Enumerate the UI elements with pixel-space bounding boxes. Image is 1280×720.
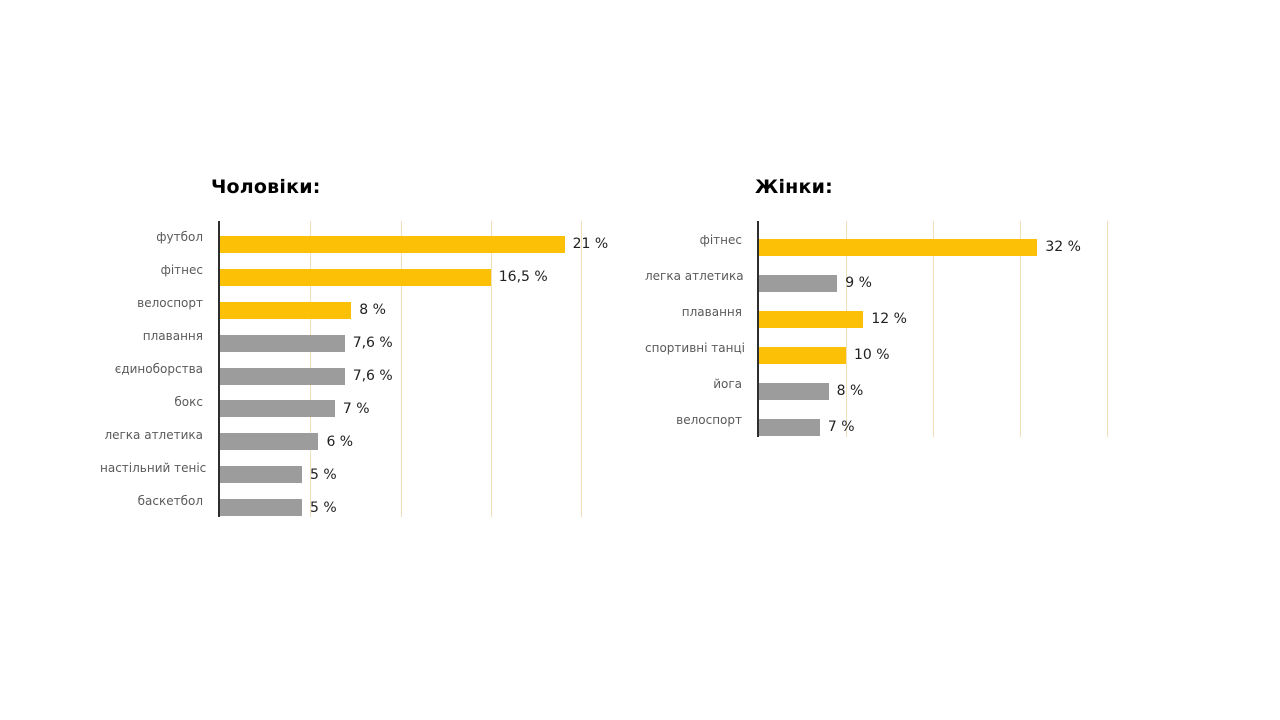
chart-row: велоспорт 7 % [645, 409, 1081, 445]
chart-row: спортивні танці 10 % [645, 337, 1081, 373]
value-label: 9 % [845, 275, 872, 291]
chart-row: велоспорт 8 % [100, 294, 608, 327]
chart-row: фітнес 32 % [645, 229, 1081, 265]
chart-men: Чоловіки: футбол 21 % фітнес 16,5 % велоспор… [100, 176, 608, 524]
bar [220, 400, 335, 418]
bar [220, 301, 352, 319]
bar-cell: 16,5 % [220, 261, 548, 294]
bar-cell: 7 % [759, 409, 855, 445]
chart-row: баскетбол 5 % [100, 491, 608, 524]
chart-row: йога 8 % [645, 373, 1081, 409]
bar-cell: 7,6 % [220, 327, 393, 360]
bar [759, 382, 829, 400]
bar [759, 418, 820, 436]
bar [220, 466, 303, 484]
value-label: 6 % [326, 433, 354, 450]
chart-row: плавання 12 % [645, 301, 1081, 337]
bar [220, 433, 319, 451]
value-label: 12 % [871, 311, 907, 327]
bar [220, 367, 345, 385]
chart-women-plot-area [757, 221, 1108, 437]
gridline [490, 221, 492, 517]
category-label: єдиноборства [114, 362, 203, 376]
bar [220, 268, 491, 286]
bar-cell: 8 % [220, 294, 386, 327]
chart-row: легка атлетика 9 % [645, 265, 1081, 301]
bar-cell: 6 % [220, 425, 353, 458]
bar-cell: 7,6 % [220, 360, 393, 393]
value-label: 21 % [572, 236, 609, 253]
value-label: 7 % [827, 419, 855, 435]
category-label: йога [713, 377, 742, 391]
category-label: плавання [142, 329, 203, 344]
bar [220, 235, 565, 253]
bar [220, 499, 303, 517]
chart-row: настільний теніс 5 % [100, 458, 608, 491]
chart-row: фітнес 16,5 % [100, 261, 608, 294]
value-label: 5 % [310, 466, 337, 483]
gridline [581, 221, 582, 517]
bar-cell: 32 % [759, 229, 1081, 265]
chart-men-title: Чоловіки: [211, 176, 321, 198]
chart-men-rows: футбол 21 % фітнес 16,5 % велоспорт 8 % плаван… [100, 221, 608, 524]
category-label: велоспорт [676, 413, 742, 427]
chart-women-body: фітнес 32 % легка атлетика 9 % плавання 12 % с… [645, 221, 1108, 445]
category-label: легка атлетика [104, 427, 203, 442]
category-label: фітнес [699, 233, 742, 247]
value-label: 16,5 % [498, 269, 548, 286]
chart-row: єдиноборства 7,6 % [100, 360, 608, 393]
category-label: велоспорт [137, 296, 203, 311]
chart-women-rows: фітнес 32 % легка атлетика 9 % плавання 12 % с… [645, 221, 1081, 445]
value-label: 7 % [342, 400, 370, 417]
chart-row: бокс 7 % [100, 392, 608, 425]
category-label: футбол [156, 230, 203, 245]
bar [220, 334, 345, 352]
bar-cell: 12 % [759, 301, 907, 337]
gridline [846, 221, 847, 437]
gridline [1107, 221, 1108, 437]
bar-cell: 7 % [220, 392, 370, 425]
bar-cell: 5 % [220, 458, 337, 491]
chart-women-title: Жінки: [755, 176, 833, 198]
bar-cell: 9 % [759, 265, 872, 301]
chart-row: легка атлетика 6 % [100, 425, 608, 458]
category-label: плавання [681, 305, 742, 319]
value-label: 7,6 % [352, 368, 393, 384]
category-label: баскетбол [137, 493, 203, 508]
bar-cell: 8 % [759, 373, 863, 409]
bar-cell: 21 % [220, 228, 608, 261]
value-label: 10 % [854, 347, 890, 363]
value-label: 32 % [1045, 239, 1081, 255]
category-label: фітнес [160, 263, 203, 278]
bar-cell: 5 % [220, 491, 337, 524]
value-label: 8 % [359, 302, 386, 319]
chart-women: Жінки: фітнес 32 % легка атлетика 9 % плаван… [645, 176, 1108, 445]
bar [759, 310, 864, 328]
value-label: 5 % [310, 499, 337, 516]
bar [759, 346, 846, 364]
category-label: настільний теніс [100, 460, 207, 475]
gridline [1020, 221, 1021, 437]
value-label: 7,6 % [352, 335, 393, 352]
gridline [933, 221, 934, 437]
chart-men-body: футбол 21 % фітнес 16,5 % велоспорт 8 % плаван… [100, 221, 608, 524]
gridline [400, 221, 402, 517]
category-label: спортивні танці [645, 341, 745, 355]
bar [759, 238, 1038, 256]
category-label: бокс [174, 394, 203, 409]
category-label: легка атлетика [645, 269, 744, 283]
chart-row: футбол 21 % [100, 228, 608, 261]
chart-row: плавання 7,6 % [100, 327, 608, 360]
bar [759, 274, 838, 292]
value-label: 8 % [836, 383, 864, 399]
bar-cell: 10 % [759, 337, 890, 373]
